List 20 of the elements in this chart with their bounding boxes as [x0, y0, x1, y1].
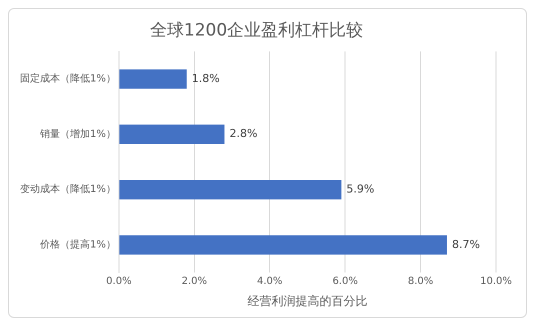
x-tick-label: 2.0% — [182, 276, 207, 288]
x-tick-label: 8.0% — [408, 276, 434, 288]
data-label: 1.8% — [192, 72, 220, 85]
data-label: 5.9% — [346, 182, 374, 196]
y-tick-label: 变动成本（降低1%） — [20, 183, 116, 196]
bar — [119, 69, 187, 89]
x-tick-label: 6.0% — [332, 276, 358, 288]
x-tick-label: 0.0% — [106, 276, 132, 288]
x-tick-label: 4.0% — [257, 276, 282, 288]
bar — [119, 180, 342, 200]
x-axis-title: 经营利润提高的百分比 — [247, 294, 368, 308]
x-tick-label: 10.0% — [480, 276, 512, 288]
data-label: 8.7% — [452, 238, 480, 251]
bar — [119, 124, 224, 144]
y-tick-label: 固定成本（降低1%） — [20, 72, 116, 85]
bar — [119, 235, 447, 255]
y-tick-label: 销量（增加1%） — [38, 128, 116, 140]
y-tick-label: 价格（提高1%） — [38, 238, 116, 251]
data-label: 2.8% — [229, 127, 258, 140]
chart-title: 全球1200企业盈利杠杆比较 — [150, 20, 364, 41]
